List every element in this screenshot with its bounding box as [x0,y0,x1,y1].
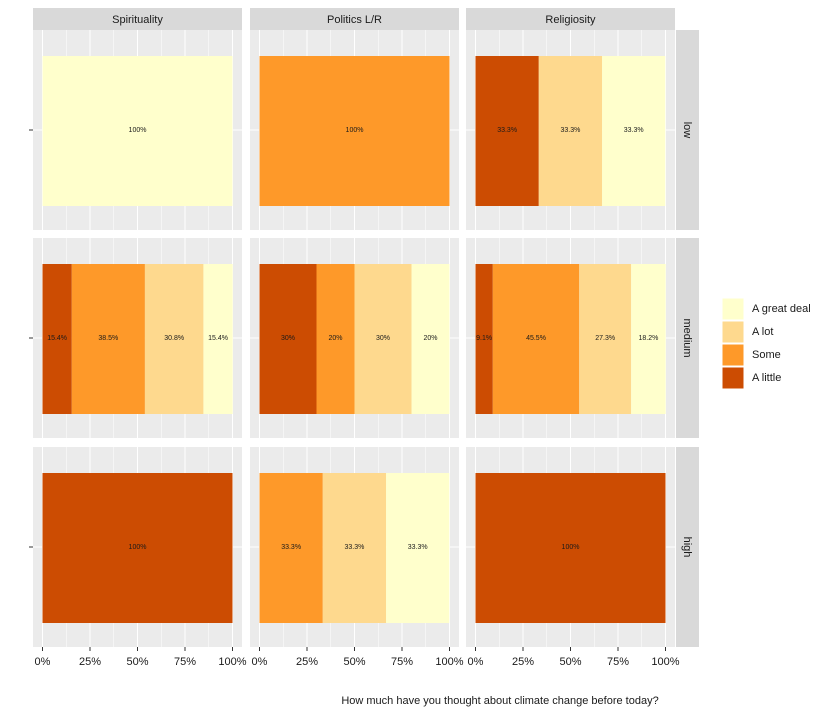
bar-segment [492,264,580,414]
bar-segment [42,473,233,623]
bar-segment [631,264,666,414]
strip-label: Spirituality [112,14,163,26]
strip-label: high [681,537,693,558]
x-tick-label: 100% [218,656,246,668]
data-label: 45.5% [526,335,546,342]
bar-segment [259,264,317,414]
data-label: 20% [328,335,342,342]
bar-segment [475,56,539,206]
x-tick-label: 75% [607,656,629,668]
bar-segment [602,56,666,206]
x-tick-label: 0% [252,656,268,668]
x-tick-label: 25% [296,656,318,668]
x-tick-label: 100% [435,656,463,668]
data-label: 33.3% [624,127,644,134]
x-tick-label: 0% [35,656,51,668]
data-label: 30.8% [164,335,184,342]
data-label: 15.4% [208,335,228,342]
x-axis-title: How much have you thought about climate … [341,695,658,707]
data-label: 9.1% [476,335,492,342]
bar-segment [42,264,72,414]
data-label: 33.3% [560,127,580,134]
legend-label: A great deal [752,303,811,315]
x-tick-label: 50% [343,656,365,668]
legend-label: A lot [752,326,773,338]
bar-segment [386,473,450,623]
x-tick-label: 25% [79,656,101,668]
strip-label: medium [681,318,693,357]
x-tick-label: 75% [174,656,196,668]
bar-segment [203,264,233,414]
bar-segment [71,264,145,414]
data-label: 100% [129,544,147,551]
bar-segment [259,56,450,206]
data-label: 15.4% [47,335,67,342]
bar-segment [579,264,632,414]
data-label: 100% [562,544,580,551]
strip-label: Religiosity [545,14,596,26]
x-tick-label: 0% [468,656,484,668]
data-label: 30% [281,335,295,342]
bar-segment [538,56,603,206]
bar-segment [322,473,387,623]
strip [676,238,699,438]
strip [466,8,675,30]
x-tick-label: 75% [391,656,413,668]
legend-key [721,320,745,344]
data-label: 100% [346,127,364,134]
bar-segment [259,473,323,623]
legend-key [721,366,745,390]
legend-key [721,297,745,321]
legend-label: Some [752,349,781,361]
bar-segment [411,264,450,414]
bar-segment [42,56,233,206]
bar-segment [144,264,204,414]
x-tick-label: 50% [559,656,581,668]
strip [250,8,459,30]
data-label: 33.3% [408,544,428,551]
bar-segment [475,264,493,414]
strip-label: low [681,122,693,139]
bar-segment [316,264,355,414]
data-label: 33.3% [344,544,364,551]
data-label: 27.3% [595,335,615,342]
bar-segment [475,473,666,623]
data-label: 18.2% [638,335,658,342]
strip [676,30,699,230]
data-label: 33.3% [497,127,517,134]
legend-key [721,343,745,367]
x-tick-label: 50% [126,656,148,668]
x-tick-label: 100% [651,656,679,668]
data-label: 20% [423,335,437,342]
data-label: 38.5% [98,335,118,342]
strip [676,447,699,647]
data-label: 30% [376,335,390,342]
bar-segment [354,264,412,414]
data-label: 33.3% [281,544,301,551]
data-label: 100% [129,127,147,134]
strip-label: Politics L/R [327,14,382,26]
x-tick-label: 25% [512,656,534,668]
strip [33,8,242,30]
legend-label: A little [752,372,781,384]
